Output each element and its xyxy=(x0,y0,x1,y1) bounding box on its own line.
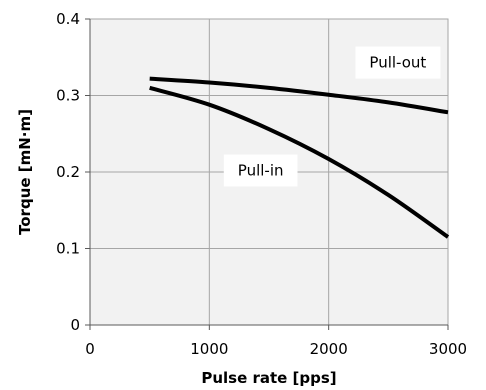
series-line-pull-in xyxy=(149,85,450,239)
series-group xyxy=(149,76,450,239)
annotation-1: Pull-in xyxy=(223,154,298,187)
tick-labels: 0 1000 2000 3000 0 0.1 0.2 0.3 0.4 xyxy=(56,10,467,358)
x-tick-label-0: 0 xyxy=(85,340,95,358)
axes xyxy=(85,18,449,330)
y-tick-label-4: 0.4 xyxy=(56,10,80,28)
y-axis-label: Torque [mN·m] xyxy=(16,109,34,235)
y-tick-label-0: 0 xyxy=(70,316,80,334)
annotation-box-0 xyxy=(355,46,441,79)
annotation-label-1: Pull-in xyxy=(238,161,284,179)
annotations: Pull-out Pull-in xyxy=(223,46,441,187)
annotation-box-1 xyxy=(223,154,298,187)
y-tick-label-3: 0.3 xyxy=(56,87,80,105)
y-tick-label-1: 0.1 xyxy=(56,240,80,258)
x-tick-label-2: 2000 xyxy=(310,340,348,358)
series-line-pull-out xyxy=(149,76,449,115)
x-tick-label-1: 1000 xyxy=(190,340,228,358)
x-axis-label: Pulse rate [pps] xyxy=(201,369,336,387)
annotation-label-0: Pull-out xyxy=(369,54,426,72)
annotation-0: Pull-out xyxy=(355,46,441,79)
x-tick-label-3: 3000 xyxy=(429,340,467,358)
y-tick-label-2: 0.2 xyxy=(56,163,80,181)
